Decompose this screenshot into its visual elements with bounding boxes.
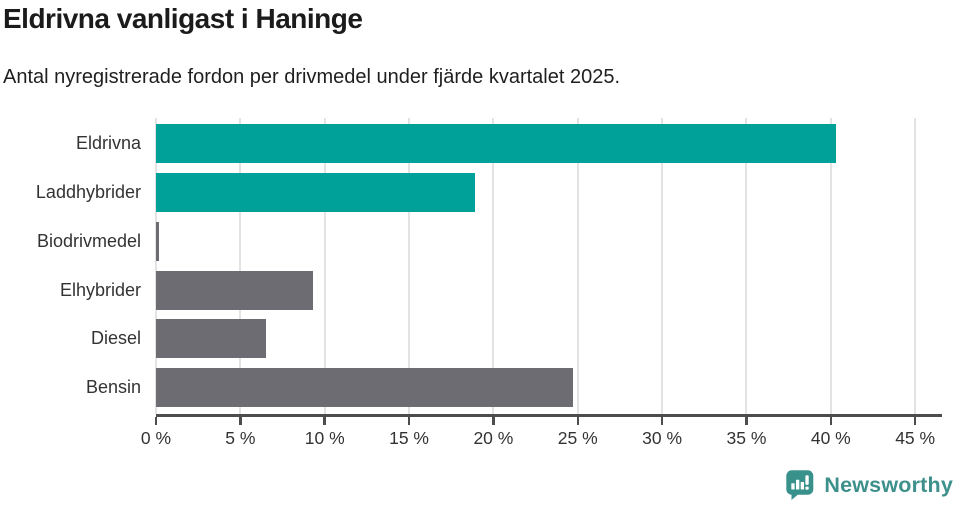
- x-tick-label: 45 %: [895, 428, 936, 448]
- chart-subtitle: Antal nyregistrerade fordon per drivmede…: [3, 66, 621, 88]
- x-axis-line: [156, 414, 942, 417]
- gridline: [408, 118, 411, 414]
- x-axis-tick: [913, 417, 917, 425]
- bar-diesel: [156, 319, 266, 359]
- x-axis-tick: [660, 417, 664, 425]
- bar-biodrivmedel: [156, 221, 160, 261]
- bar-bensin: [156, 368, 573, 408]
- x-tick-label: 10 %: [304, 428, 345, 448]
- category-label-biodrivmedel: Biodrivmedel: [36, 230, 141, 251]
- x-tick-label: 40 %: [810, 428, 851, 448]
- y-axis-labels: Eldrivna Laddhybrider Biodrivmedel Elhybrid…: [0, 118, 141, 418]
- x-axis-tick: [407, 417, 411, 425]
- category-label-bensin: Bensin: [85, 377, 141, 398]
- gridline: [829, 118, 832, 414]
- category-label-diesel: Diesel: [90, 328, 141, 349]
- gridline: [661, 118, 664, 414]
- x-tick-label: 20 %: [473, 428, 514, 448]
- x-axis-tick: [829, 417, 833, 425]
- x-tick-label: 35 %: [726, 428, 767, 448]
- x-axis-tick: [154, 417, 158, 425]
- gridline: [745, 118, 748, 414]
- x-axis-tick: [239, 417, 242, 425]
- x-axis-tick: [492, 417, 495, 425]
- x-tick-label: 5 %: [225, 428, 256, 448]
- x-tick-label: 30 %: [642, 428, 683, 448]
- chart-title: Eldrivna vanligast i Haninge: [3, 3, 363, 34]
- gridline: [155, 118, 157, 414]
- newsworthy-logo-icon: [786, 470, 814, 500]
- bar-eldrivna: [156, 124, 836, 163]
- gridline: [323, 118, 326, 414]
- category-label-eldrivna: Eldrivna: [75, 133, 141, 153]
- x-tick-label: 0 %: [140, 428, 172, 448]
- x-axis-tick: [323, 417, 326, 425]
- x-tick-label: 15 %: [389, 428, 429, 448]
- x-axis-tick: [576, 417, 579, 425]
- newsworthy-logo[interactable]: Newsworthy: [785, 469, 953, 501]
- bar-laddhybrider: [156, 172, 475, 212]
- newsworthy-logo-text: Newsworthy: [824, 472, 953, 497]
- category-label-elhybrider: Elhybrider: [59, 279, 141, 300]
- gridline: [239, 118, 242, 414]
- gridline: [576, 118, 579, 414]
- bar-elhybrider: [156, 270, 313, 310]
- gridline: [492, 118, 495, 414]
- gridline: [914, 118, 917, 414]
- bar-chart-plot: 0 % 5 % 10 % 15 % 20 % 25 % 30 % 35 % 40 % 45 %: [141, 118, 942, 463]
- x-tick-label: 25 %: [557, 428, 598, 448]
- x-axis-tick: [745, 417, 748, 425]
- category-label-laddhybrider: Laddhybrider: [35, 181, 141, 202]
